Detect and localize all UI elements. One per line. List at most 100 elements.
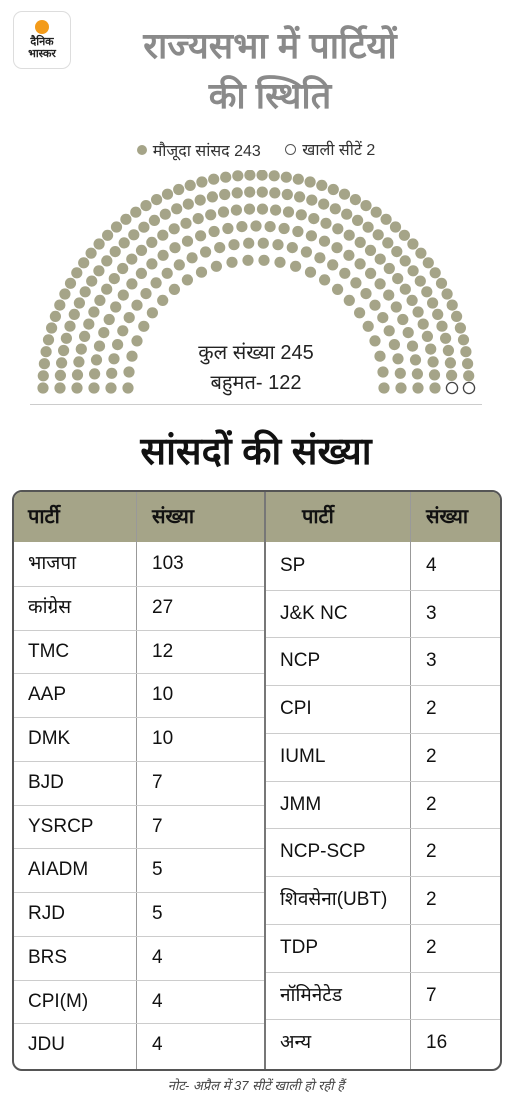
filled-seat xyxy=(173,183,185,196)
filled-seat xyxy=(460,346,472,358)
filled-seat xyxy=(49,310,62,322)
filled-seat xyxy=(451,310,463,322)
table-row: NCP-SCP 2 xyxy=(266,828,500,878)
filled-seat xyxy=(42,334,55,346)
filled-seat xyxy=(290,260,302,272)
filled-seat xyxy=(93,340,106,352)
column-divider xyxy=(136,492,137,1069)
filled-seat xyxy=(46,322,58,334)
filled-seat xyxy=(168,223,180,235)
empty-seat xyxy=(445,381,459,395)
filled-seat xyxy=(73,297,85,309)
filled-seat xyxy=(306,194,318,206)
seat-count: 3 xyxy=(426,602,437,624)
filled-seat xyxy=(417,318,429,330)
filled-seat xyxy=(362,221,374,233)
filled-seat xyxy=(406,294,418,306)
logo-text-line2: भास्कर xyxy=(28,48,56,60)
filled-seat xyxy=(138,221,150,233)
party-table: पार्टी संख्या पार्टी संख्या भाजपा 103 कांग… xyxy=(12,490,502,1071)
filled-seat xyxy=(182,198,194,210)
filled-seat xyxy=(377,366,389,378)
filled-seat xyxy=(146,236,158,248)
filled-seat xyxy=(200,246,212,258)
party-name: SP xyxy=(280,555,306,576)
filled-seat xyxy=(37,382,49,394)
filled-seat xyxy=(350,277,362,289)
party-name: NCP xyxy=(280,650,321,672)
filled-seat xyxy=(269,187,281,199)
filled-seat xyxy=(316,179,328,191)
filled-seat xyxy=(354,307,366,319)
filled-seat xyxy=(362,320,374,332)
filled-seat xyxy=(208,173,220,185)
filled-seat xyxy=(56,357,68,369)
filled-seat xyxy=(436,320,448,332)
filled-seat xyxy=(159,208,171,220)
filled-seat xyxy=(228,239,240,251)
seat-count: 2 xyxy=(426,698,437,720)
filled-seat xyxy=(192,213,204,225)
filled-seat xyxy=(414,275,426,287)
filled-seat xyxy=(110,221,123,233)
filled-seat xyxy=(352,214,364,226)
filled-seat xyxy=(374,253,386,265)
filled-seat xyxy=(37,370,49,382)
table-row: कांग्रेस 27 xyxy=(14,586,264,631)
filled-seat xyxy=(184,179,196,191)
party-name: DMK xyxy=(28,728,71,749)
filled-seat xyxy=(58,344,70,357)
table-row: AAP 10 xyxy=(14,673,264,718)
header-count-left: संख्या xyxy=(152,506,194,528)
legend-filled: मौजूदा सांसद 243 xyxy=(136,139,261,161)
filled-seat xyxy=(264,221,276,233)
filled-seat xyxy=(446,369,458,381)
filled-seat xyxy=(217,206,230,218)
filled-seat xyxy=(457,334,470,346)
dainik-bhaskar-logo: दैनिक भास्कर xyxy=(14,12,70,68)
filled-seat xyxy=(93,238,105,250)
table-row: SP 4 xyxy=(266,542,500,591)
filled-seat xyxy=(194,194,206,206)
table-row: IUML 2 xyxy=(266,733,500,782)
filled-seat xyxy=(402,327,414,339)
logo-text-line1: दैनिक xyxy=(30,36,54,48)
table-row: NCP 3 xyxy=(266,637,500,687)
filled-seat xyxy=(432,308,444,320)
party-name: शिवसेना(UBT) xyxy=(280,889,388,911)
filled-seat xyxy=(186,252,198,264)
party-name: JMM xyxy=(280,793,322,815)
filled-seat xyxy=(282,206,295,218)
party-name: CPI(M) xyxy=(28,990,89,1012)
filled-seat xyxy=(250,220,262,232)
seat-count: 103 xyxy=(152,553,184,574)
filled-seat xyxy=(256,186,268,198)
filled-seat xyxy=(294,191,306,203)
filled-seat xyxy=(435,277,448,289)
filled-seat xyxy=(146,307,158,319)
header-count-right: संख्या xyxy=(426,506,468,528)
party-name: भाजपा xyxy=(28,553,77,574)
filled-seat xyxy=(135,244,148,256)
filled-seat xyxy=(360,200,372,212)
filled-seat xyxy=(108,273,120,285)
parliament-seat-chart xyxy=(37,170,476,395)
filled-seat xyxy=(140,200,152,212)
filled-seat xyxy=(208,225,220,238)
filled-seat xyxy=(38,358,51,370)
filled-seat xyxy=(425,343,437,355)
filled-seat xyxy=(106,367,118,379)
filled-seat xyxy=(292,225,304,238)
party-name: JDU xyxy=(28,1034,65,1056)
filled-seat xyxy=(399,255,411,267)
filled-seat xyxy=(392,273,404,285)
filled-seat xyxy=(168,283,180,295)
party-name: CPI xyxy=(280,698,312,720)
party-name: NCP-SCP xyxy=(280,841,366,863)
seat-count: 4 xyxy=(152,990,163,1012)
filled-seat xyxy=(383,325,395,337)
seat-count: 27 xyxy=(152,596,174,618)
filled-seat xyxy=(428,369,441,381)
filled-seat xyxy=(343,294,355,306)
filled-seat xyxy=(411,368,423,380)
